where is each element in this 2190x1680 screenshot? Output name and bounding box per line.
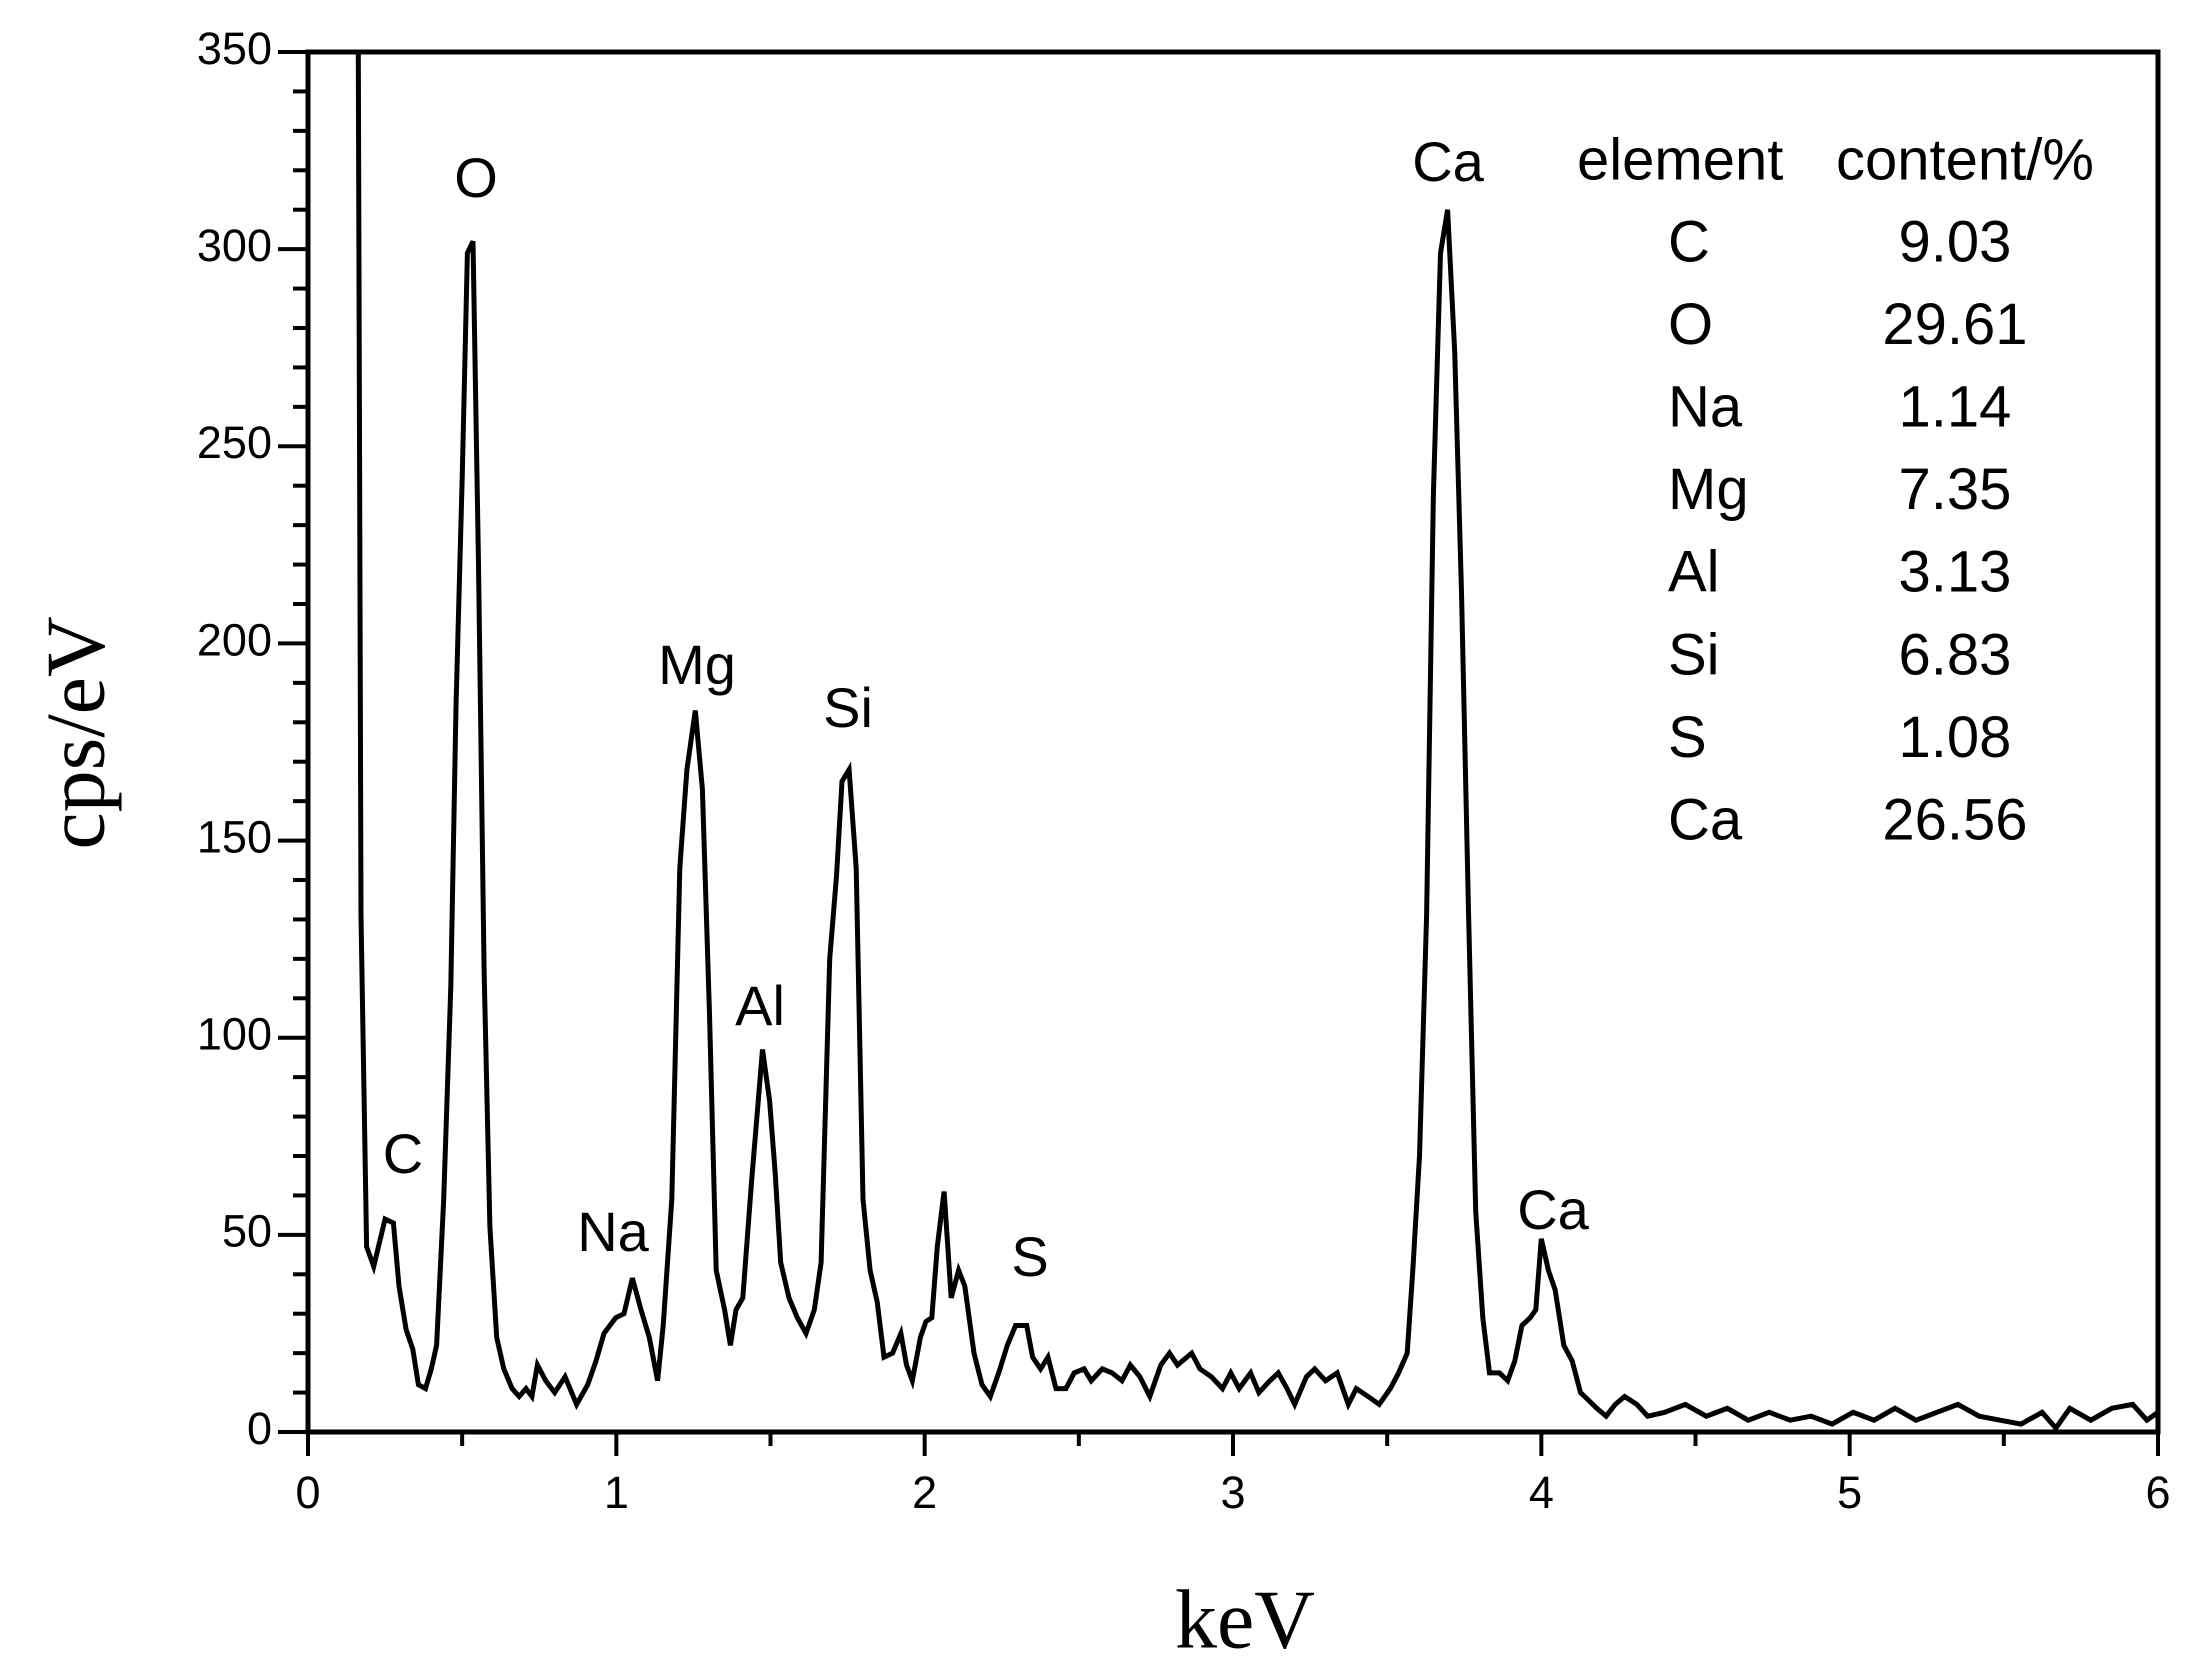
peak-label: Ca (1412, 130, 1484, 193)
spectrum-line (355, 52, 2158, 1432)
table-header: element (1577, 127, 1783, 192)
y-axis-title: cps/eV (29, 616, 122, 849)
table-value: 1.08 (1899, 705, 2012, 770)
table-element: Ca (1668, 788, 1743, 853)
table-value: 26.56 (1882, 788, 2027, 853)
x-tick-label: 1 (604, 1467, 629, 1518)
peak-label: C (383, 1122, 423, 1185)
table-value: 1.14 (1899, 375, 2012, 440)
peak-label: Na (577, 1200, 649, 1263)
table-value: 6.83 (1899, 622, 2012, 687)
table-element: Si (1668, 622, 1720, 687)
y-tick-label: 250 (197, 417, 272, 468)
x-tick-label: 2 (912, 1467, 937, 1518)
y-tick-label: 50 (222, 1206, 272, 1257)
y-tick-label: 300 (197, 220, 272, 271)
x-tick-label: 5 (1837, 1467, 1862, 1518)
table-header: content/% (1836, 127, 2094, 192)
x-tick-label: 0 (295, 1467, 320, 1518)
table-element: C (1668, 209, 1710, 274)
peak-label: Al (735, 974, 785, 1037)
y-tick-label: 0 (247, 1403, 272, 1454)
peak-label: S (1011, 1225, 1048, 1288)
table-element: Al (1668, 540, 1720, 605)
table-element: Mg (1668, 457, 1749, 522)
y-tick-label: 200 (197, 614, 272, 665)
table-value: 7.35 (1899, 457, 2012, 522)
peak-label: O (454, 146, 498, 209)
x-tick-label: 4 (1529, 1467, 1554, 1518)
y-tick-label: 350 (197, 23, 272, 74)
table-element: O (1668, 292, 1713, 357)
table-value: 9.03 (1899, 209, 2012, 274)
y-tick-label: 100 (197, 1009, 272, 1060)
table-value: 29.61 (1882, 292, 2027, 357)
peak-label: Ca (1517, 1178, 1589, 1241)
plot-frame (305, 49, 2161, 1435)
x-tick-label: 3 (1220, 1467, 1245, 1518)
table-value: 3.13 (1899, 540, 2012, 605)
x-tick-label: 6 (2145, 1467, 2170, 1518)
peak-label: Mg (658, 633, 736, 696)
y-tick-label: 150 (197, 811, 272, 862)
table-element: S (1668, 705, 1707, 770)
x-axis-title: keV (1175, 1573, 1315, 1666)
table-element: Na (1668, 375, 1743, 440)
peak-label: Si (823, 676, 873, 739)
